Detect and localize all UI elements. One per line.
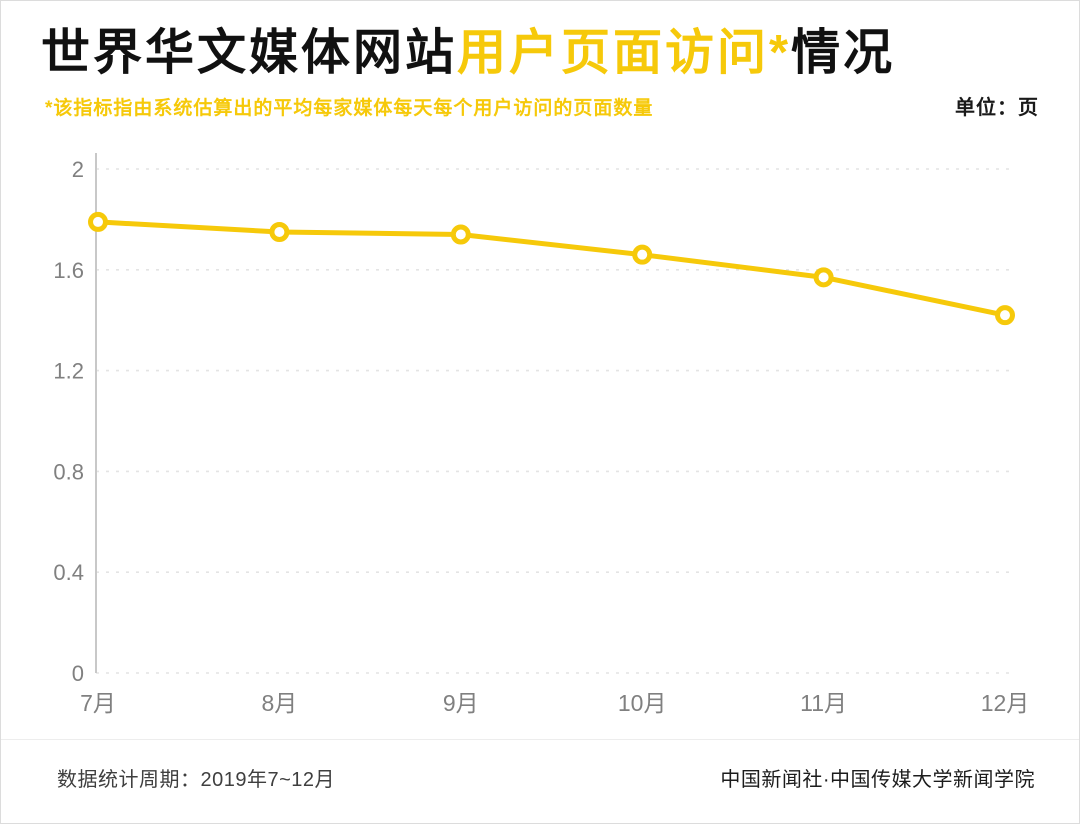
subtitle-row: *该指标指由系统估算出的平均每家媒体每天每个用户访问的页面数量 单位：页: [1, 81, 1079, 120]
x-axis-tick-label: 11月: [800, 690, 847, 716]
y-axis-tick-label: 0.4: [53, 560, 84, 585]
data-point-marker: [995, 305, 1015, 326]
data-point-marker: [813, 267, 834, 288]
x-axis-tick-label: 12月: [981, 690, 1030, 716]
header: 世界华文媒体网站用户页面访问*情况: [1, 1, 1079, 81]
title-part-black-1: 世界华文媒体网站: [41, 26, 458, 80]
line-chart: 0 0.4 0.8 1.2 1.6 2 7月 8月 9月 10月 11月 12月: [1, 141, 1079, 741]
line-chart-svg: 0 0.4 0.8 1.2 1.6 2 7月 8月 9月 10月 11月 12月: [53, 153, 1030, 716]
footnote-subtitle: *该指标指由系统估算出的平均每家媒体每天每个用户访问的页面数量: [45, 98, 654, 120]
data-point-marker: [269, 222, 290, 242]
x-axis-tick-label: 10月: [618, 690, 667, 716]
data-point-marker: [450, 224, 471, 245]
unit-label: 单位：页: [955, 97, 1039, 120]
x-axis-tick-label: 8月: [262, 690, 298, 716]
y-axis-tick-label: 0: [72, 661, 84, 686]
x-axis-tick-label: 7月: [80, 690, 116, 716]
y-axis-tick-label: 2: [72, 157, 84, 182]
x-axis-tick-label: 9月: [443, 690, 479, 716]
footer: 数据统计周期：2019年7~12月 中国新闻社·中国传媒大学新闻学院: [1, 739, 1079, 823]
page-title: 世界华文媒体网站用户页面访问*情况: [41, 25, 1039, 81]
y-axis-tick-label: 1.6: [53, 258, 84, 283]
trend-line: [95, 219, 1008, 318]
title-part-yellow: 用户页面访问*: [457, 26, 792, 80]
data-point-marker: [88, 211, 108, 232]
data-point-marker: [632, 244, 653, 265]
title-part-black-2: 情况: [791, 26, 896, 80]
y-axis-tick-label: 1.2: [53, 359, 84, 384]
y-axis-tick-label: 0.8: [53, 459, 84, 484]
source-credit-label: 中国新闻社·中国传媒大学新闻学院: [720, 769, 1035, 791]
data-period-label: 数据统计周期：2019年7~12月: [57, 769, 336, 791]
